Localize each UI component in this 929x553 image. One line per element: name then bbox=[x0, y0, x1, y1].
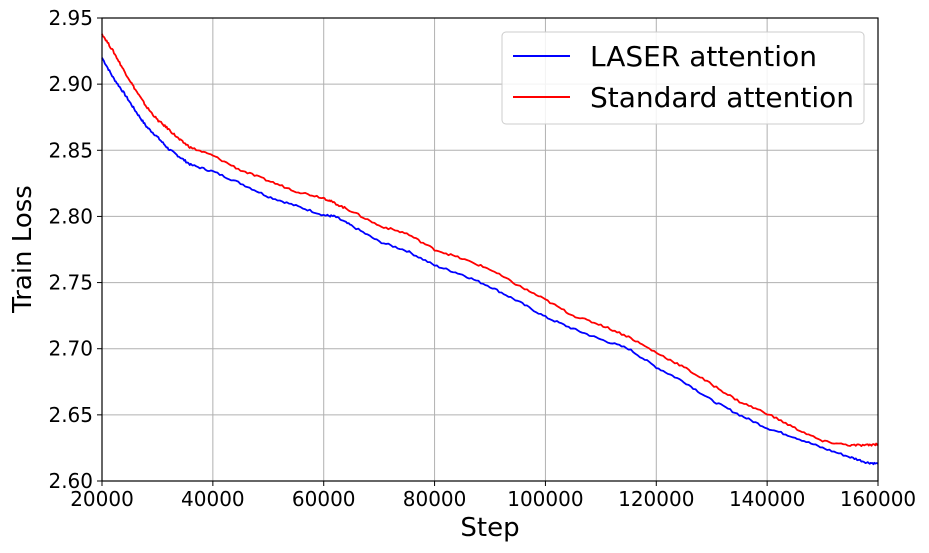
x-tick-label: 140000 bbox=[729, 487, 805, 511]
y-tick-label: 2.95 bbox=[48, 6, 93, 30]
x-tick-label: 160000 bbox=[840, 487, 916, 511]
x-tick-label: 120000 bbox=[618, 487, 694, 511]
x-tick-label: 100000 bbox=[507, 487, 583, 511]
y-tick-label: 2.80 bbox=[48, 204, 93, 228]
x-tick-label: 80000 bbox=[403, 487, 467, 511]
legend-label-standard: Standard attention bbox=[590, 81, 854, 114]
x-axis-ticks: 20000 40000 60000 80000 100000 120000 140000 16… bbox=[70, 481, 916, 511]
legend: LASER attention Standard attention bbox=[501, 31, 865, 125]
y-axis-label: Train Loss bbox=[8, 185, 38, 314]
y-tick-label: 2.85 bbox=[48, 138, 93, 162]
x-tick-label: 60000 bbox=[292, 487, 356, 511]
x-tick-label: 40000 bbox=[181, 487, 245, 511]
x-tick-label: 20000 bbox=[70, 487, 134, 511]
series-line-laser bbox=[101, 57, 879, 466]
y-tick-label: 2.65 bbox=[48, 403, 93, 427]
y-tick-label: 2.90 bbox=[48, 72, 93, 96]
y-tick-label: 2.60 bbox=[48, 469, 93, 493]
series-line-standard bbox=[101, 33, 879, 447]
series-group bbox=[101, 33, 879, 466]
y-tick-label: 2.75 bbox=[48, 271, 93, 295]
plot-frame bbox=[101, 17, 879, 482]
legend-box bbox=[501, 31, 865, 125]
y-axis-ticks: 2.60 2.65 2.70 2.75 2.80 2.85 2.90 2.95 bbox=[48, 6, 102, 493]
x-axis-label: Step bbox=[460, 513, 519, 543]
legend-label-laser: LASER attention bbox=[590, 40, 817, 73]
y-tick-label: 2.70 bbox=[48, 337, 93, 361]
